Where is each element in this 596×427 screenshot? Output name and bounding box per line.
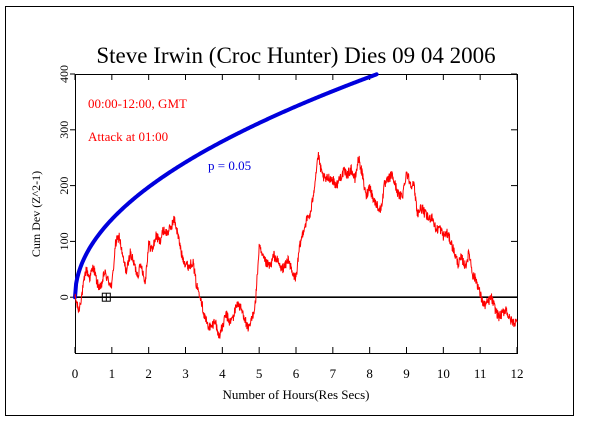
y-tick-label: 200 (57, 177, 71, 195)
x-tick-label: 8 (366, 366, 373, 381)
plot-frame (75, 74, 518, 354)
significance-envelope-line (73, 72, 379, 300)
x-tick-label: 10 (437, 366, 450, 381)
y-tick-label: 400 (57, 65, 71, 83)
x-tick-label: 2 (145, 366, 152, 381)
x-tick-label: 11 (474, 366, 487, 381)
event-marker (101, 292, 111, 302)
y-tick-label: 300 (57, 121, 71, 139)
x-tick-label: 5 (256, 366, 263, 381)
cumulative-deviation-line (74, 151, 518, 339)
x-axis-label: Number of Hours(Res Secs) (223, 387, 370, 402)
x-tick-label: 0 (72, 366, 79, 381)
x-tick-label: 4 (219, 366, 226, 381)
x-tick-label: 7 (330, 366, 337, 381)
x-tick-label: 12 (511, 366, 524, 381)
x-tick-label: 6 (293, 366, 300, 381)
y-tick-label: 0 (57, 294, 71, 300)
annotation-attack: Attack at 01:00 (88, 129, 168, 144)
x-tick-label: 1 (109, 366, 116, 381)
x-axis-ticks: 0 1 2 3 4 5 6 7 8 9 10 11 12 (72, 74, 524, 381)
y-axis-label: Cum Dev (Z^2-1) (29, 171, 43, 257)
x-tick-label: 9 (403, 366, 410, 381)
chart-title: Steve Irwin (Croc Hunter) Dies 09 04 200… (96, 43, 495, 68)
y-axis-ticks: 0 100 200 300 400 (57, 65, 517, 300)
annotation-p-value: p = 0.05 (208, 158, 251, 173)
outer-border (5, 6, 574, 416)
annotation-time-range: 00:00-12:00, GMT (88, 96, 187, 111)
x-tick-label: 3 (182, 366, 189, 381)
y-tick-label: 100 (57, 232, 71, 250)
